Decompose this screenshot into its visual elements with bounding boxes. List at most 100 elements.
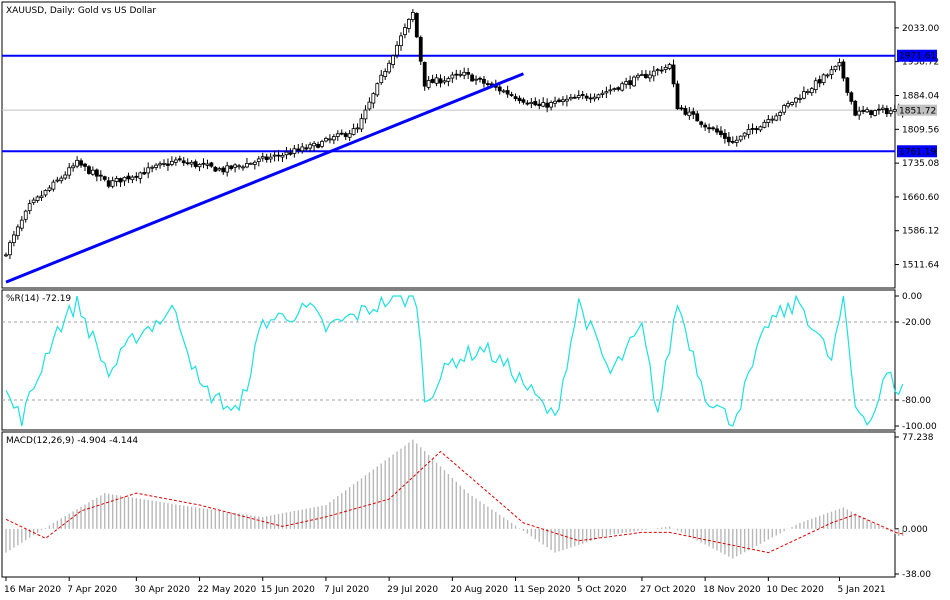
candle-body <box>225 165 230 173</box>
candle-body <box>205 163 210 166</box>
level-price-tag: 1761.19 <box>899 147 936 157</box>
candle-body <box>726 136 731 143</box>
candle-body <box>158 163 162 166</box>
candle-body <box>837 62 842 67</box>
candle-body <box>853 100 858 116</box>
price-panel[interactable]: XAUUSD, Daily: Gold vs US Dollar 2033.00… <box>1 1 939 289</box>
price-tick-label: 1809.56 <box>902 125 939 135</box>
candle-body <box>248 162 253 165</box>
candle-body <box>869 110 873 115</box>
candle-body <box>691 111 696 115</box>
candle-body <box>169 160 174 165</box>
candle-body <box>98 174 103 177</box>
candle-body <box>616 87 621 90</box>
candle-body <box>102 176 107 180</box>
candle-body <box>387 62 392 73</box>
candle-body <box>829 69 834 75</box>
candle-body <box>181 160 186 164</box>
candle-body <box>624 81 629 85</box>
candle-body <box>474 78 478 81</box>
candle-body <box>288 152 293 155</box>
candle-body <box>766 119 771 123</box>
candle-body <box>221 167 226 173</box>
candle-body <box>379 74 384 84</box>
candle-body <box>695 113 700 122</box>
candle-body <box>442 80 447 83</box>
macd-panel[interactable]: MACD(12,26,9) -4.904 -4.144 77.238 0.000 -… <box>1 431 934 580</box>
candle-body <box>497 86 502 92</box>
candle-body <box>592 96 597 100</box>
candle-body <box>213 166 218 172</box>
candle-body <box>31 199 36 203</box>
candle-body <box>596 94 601 99</box>
current-price-tag-label: 1851.72 <box>899 107 936 117</box>
candle-body <box>873 110 877 116</box>
candle-body <box>604 91 609 94</box>
time-tick-label: 20 Aug 2020 <box>450 585 508 595</box>
candle-body <box>316 143 320 148</box>
candle-body <box>308 144 313 149</box>
candle-body <box>671 64 676 85</box>
candle-body <box>644 73 648 79</box>
candle-body <box>545 102 550 108</box>
wpr-tick-label: -80.00 <box>902 396 931 406</box>
candle-body <box>576 95 581 98</box>
candle-body <box>260 156 265 159</box>
horizontal-levels[interactable] <box>2 54 895 153</box>
level-price-tag-box <box>897 49 937 62</box>
macd-signal-line <box>5 450 903 554</box>
candle-body <box>209 162 214 167</box>
candle-body <box>83 163 87 167</box>
candle-body <box>782 105 787 113</box>
candle-body <box>142 172 147 175</box>
candle-body <box>193 161 198 167</box>
candle-body <box>683 107 688 115</box>
candle-body <box>742 132 747 137</box>
candle-body <box>620 83 625 91</box>
candle-body <box>711 127 715 130</box>
candle-body <box>162 163 166 165</box>
macd-tick-label: -38.00 <box>902 570 931 580</box>
candle-body <box>798 98 802 100</box>
candle-body <box>821 74 826 83</box>
candle-body <box>245 163 249 168</box>
candle-body <box>430 78 435 83</box>
candle-body <box>327 138 332 141</box>
macd-panel-frame <box>1 431 896 578</box>
price-panel-title: XAUUSD, Daily: Gold vs US Dollar <box>6 6 156 16</box>
candle-body <box>750 128 755 130</box>
candle-body <box>438 78 443 84</box>
time-tick-label: 27 Oct 2020 <box>640 585 696 595</box>
candle-body <box>264 156 269 160</box>
candle-body <box>746 129 751 135</box>
candle-body <box>861 110 866 112</box>
candle-body <box>707 127 711 130</box>
candle-body <box>237 165 241 168</box>
candle-body <box>841 61 846 79</box>
candle-body <box>300 146 305 152</box>
candle-body <box>600 92 605 95</box>
candle-body <box>189 161 194 165</box>
candle-body <box>663 66 668 71</box>
candle-body <box>391 55 396 65</box>
candle-body <box>466 72 471 75</box>
candle-body <box>177 158 182 161</box>
macd-panel-title: MACD(12,26,9) -4.904 -4.144 <box>6 436 138 446</box>
candle-body <box>130 176 135 181</box>
candle-body <box>632 76 636 87</box>
candle-body <box>770 118 775 121</box>
trendline[interactable] <box>5 72 525 284</box>
candle-body <box>758 126 763 131</box>
candle-body <box>865 109 869 113</box>
candle-body <box>324 137 328 142</box>
candle-body <box>521 99 526 103</box>
candle-body <box>150 166 155 169</box>
candle-body <box>406 18 411 29</box>
candle-body <box>201 162 206 165</box>
candle-body <box>774 115 779 121</box>
candle-body <box>754 128 759 131</box>
time-tick-label: 7 Apr 2020 <box>67 585 117 595</box>
candle-body <box>636 74 640 78</box>
wpr-panel[interactable]: %R(14) -72.19 0.00 -20.00 -80.00 -100.00 <box>1 289 937 432</box>
